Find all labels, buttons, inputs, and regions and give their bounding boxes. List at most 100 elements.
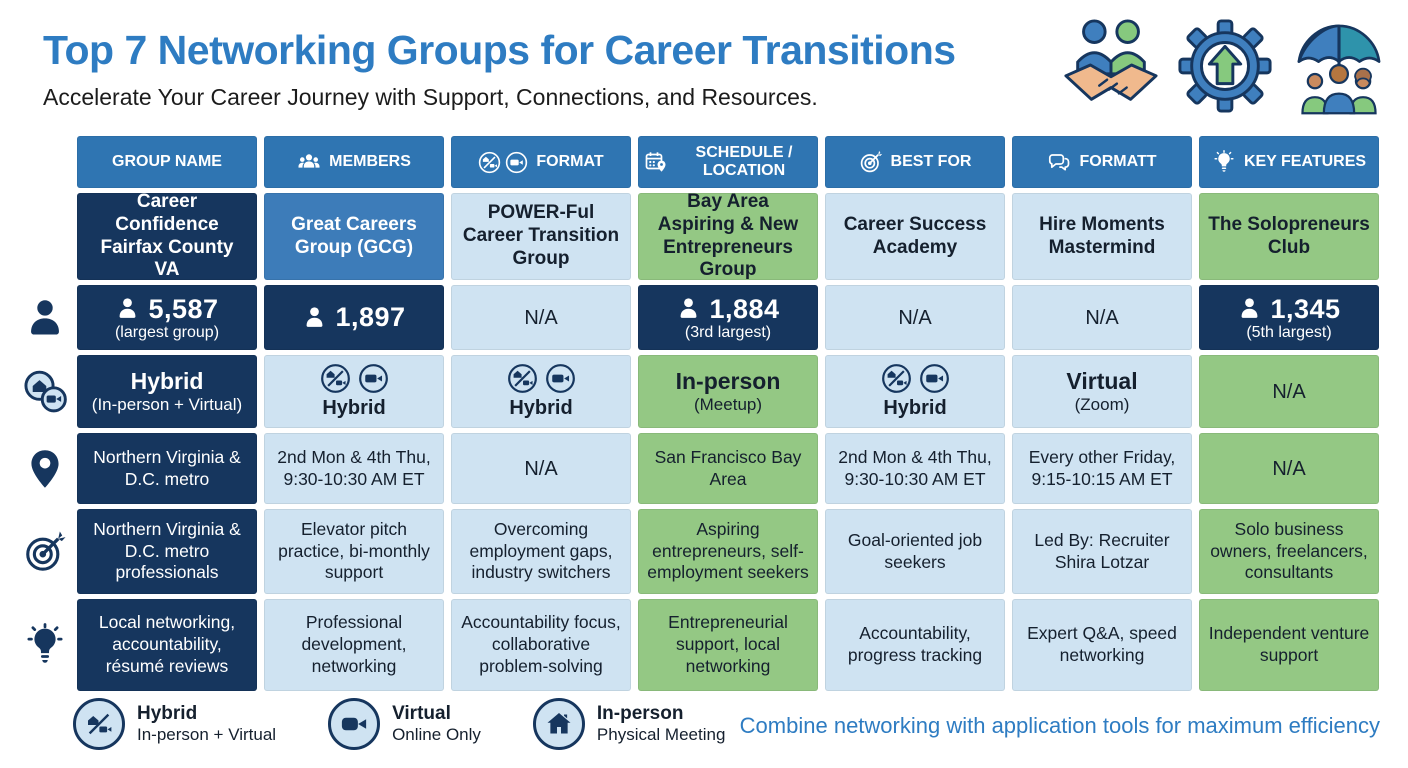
column-header-label: MEMBERS (329, 152, 411, 170)
gear-growth-icon (1178, 19, 1272, 113)
column-header-label: GROUP NAME (112, 152, 222, 170)
cell-text: Bay Area Aspiring & New Entrepreneurs Gr… (657, 190, 799, 281)
cell-text: Accountability, progress tracking (847, 623, 983, 665)
hybrid-icon (73, 698, 125, 750)
cell-text: Hybrid (883, 397, 947, 419)
cell-best_for-col7: Solo business owners, freelancers, consu… (1199, 509, 1379, 594)
cell-text: Goal-oriented job seekers (847, 529, 983, 572)
legend-title: In-person (596, 703, 684, 725)
cell-members-col1: 5,587 (largest group) (77, 285, 257, 350)
member-count: 5,587 (115, 293, 218, 325)
cell-text: Elevator pitch practice, bi-monthly supp… (278, 518, 430, 583)
cell-subtext: (Meetup) (693, 395, 763, 415)
legend-desc: Online Only (392, 725, 481, 745)
video-camera-icon (545, 363, 576, 394)
cell-text: Career Success Academy (843, 213, 987, 258)
row-icon-hybrid-camera-icon (20, 355, 70, 428)
cell-text: Northern Virginia & D.C. metro (93, 446, 241, 489)
column-header-members: MEMBERS (264, 136, 444, 188)
cell-text: Every other Friday, 9:15-10:15 AM ET (1028, 446, 1176, 489)
row-icon-target-icon (20, 509, 70, 594)
cell-schedule-col3: N/A (451, 433, 631, 504)
format-icons (478, 151, 528, 174)
cell-text: N/A (524, 457, 558, 480)
cell-schedule-col1: Northern Virginia & D.C. metro (77, 433, 257, 504)
cell-text: Hybrid (509, 397, 573, 419)
hybrid-icon (881, 363, 912, 394)
cell-text: Independent venture support (1208, 623, 1370, 665)
legend-title: Virtual (392, 703, 451, 725)
cell-subtext: (Zoom) (1074, 395, 1130, 415)
member-count: 1,884 (676, 293, 779, 325)
column-header-key-features: KEY FEATURES (1199, 136, 1379, 188)
cell-name-col4: Bay Area Aspiring & New Entrepreneurs Gr… (638, 190, 818, 281)
cell-subtext: (In-person + Virtual) (91, 395, 243, 415)
cell-features-col5: Accountability, progress tracking (825, 599, 1005, 691)
cell-text: Virtual (1066, 367, 1138, 394)
cell-format-col6: Virtual (Zoom) (1012, 355, 1192, 428)
cell-subtext: (5th largest) (1246, 324, 1332, 342)
cell-name-col7: The Solopreneurs Club (1199, 193, 1379, 280)
cell-members-col6: N/A (1012, 285, 1192, 350)
cell-text: N/A (1272, 457, 1306, 480)
cell-text: N/A (524, 306, 558, 329)
cell-features-col4: Entrepreneurial support, local networkin… (638, 599, 818, 691)
person-icon (1237, 296, 1262, 321)
cell-features-col3: Accountability focus, collaborative prob… (451, 599, 631, 691)
legend-desc: Physical Meeting (596, 725, 726, 745)
footer-note: Combine networking with application tool… (739, 713, 1380, 738)
cell-features-col7: Independent venture support (1199, 599, 1379, 691)
cell-schedule-col2: 2nd Mon & 4th Thu, 9:30-10:30 AM ET (264, 433, 444, 504)
column-header-label: BEST FOR (890, 152, 972, 170)
comparison-table: GROUP NAME MEMBERS FORMAT SCHEDULE / LOCATI… (20, 136, 1379, 691)
cell-text: POWER-Ful Career Transition Group (462, 202, 620, 269)
cell-text: N/A (1272, 380, 1306, 403)
cell-text: 5,587 (148, 293, 219, 324)
legend-item-hybrid: Hybrid In-person + Virtual (73, 698, 276, 750)
column-header-label: KEY FEATURES (1243, 152, 1367, 170)
cell-schedule-col6: Every other Friday, 9:15-10:15 AM ET (1012, 433, 1192, 504)
cell-text: 2nd Mon & 4th Thu, 9:30-10:30 AM ET (838, 446, 992, 489)
cell-text: Hybrid (130, 367, 204, 394)
legend-item-virtual: Virtual Online Only (328, 698, 481, 750)
cell-best_for-col2: Elevator pitch practice, bi-monthly supp… (264, 509, 444, 594)
cell-features-col2: Professional development, networking (264, 599, 444, 691)
cell-text: 2nd Mon & 4th Thu, 9:30-10:30 AM ET (277, 446, 431, 489)
cell-text: Great Careers Group (GCG) (291, 213, 417, 258)
format-icons (320, 363, 389, 394)
hybrid-icon (507, 363, 538, 394)
column-header-schedule-location: SCHEDULE / LOCATION (638, 136, 818, 188)
cell-members-col5: N/A (825, 285, 1005, 350)
target-icon (859, 150, 883, 174)
gutter-spacer (20, 193, 70, 280)
column-header-label: FORMATT (1079, 152, 1157, 170)
legend-desc: In-person + Virtual (137, 725, 277, 745)
cell-text: Hire Moments Mastermind (1039, 213, 1165, 258)
cell-text: Professional development, networking (301, 612, 407, 676)
page-subtitle: Accelerate Your Career Journey with Supp… (43, 84, 818, 110)
cell-members-col2: 1,897 (264, 285, 444, 350)
cell-text: Accountability focus, collaborative prob… (461, 612, 621, 676)
cell-text: N/A (1085, 306, 1119, 329)
column-header-format: FORMAT (451, 136, 631, 188)
cell-name-col3: POWER-Ful Career Transition Group (451, 193, 631, 280)
cell-text: Aspiring entrepreneurs, self-employment … (647, 518, 809, 583)
cell-text: Northern Virginia & D.C. metro professio… (93, 518, 241, 583)
cell-subtext: (3rd largest) (684, 324, 772, 342)
member-count: 1,897 (302, 301, 405, 333)
in-person-house-icon (532, 698, 585, 750)
people-icon (297, 150, 321, 174)
cell-best_for-col5: Goal-oriented job seekers (825, 509, 1005, 594)
legend-title: Hybrid (137, 703, 198, 725)
cell-features-col1: Local networking, accountability, résumé… (77, 599, 257, 691)
cell-text: San Francisco Bay Area (654, 446, 802, 489)
cell-best_for-col3: Overcoming employment gaps, industry swi… (451, 509, 631, 594)
row-icon-person-icon (20, 285, 70, 350)
hybrid-icon (320, 363, 351, 394)
cell-format-col7: N/A (1199, 355, 1379, 428)
cell-text: Hybrid (322, 397, 386, 419)
video-camera-icon (505, 151, 528, 174)
decorative-icon-group (1062, 14, 1388, 118)
virtual-camera-icon (328, 698, 381, 750)
video-camera-icon (919, 363, 950, 394)
